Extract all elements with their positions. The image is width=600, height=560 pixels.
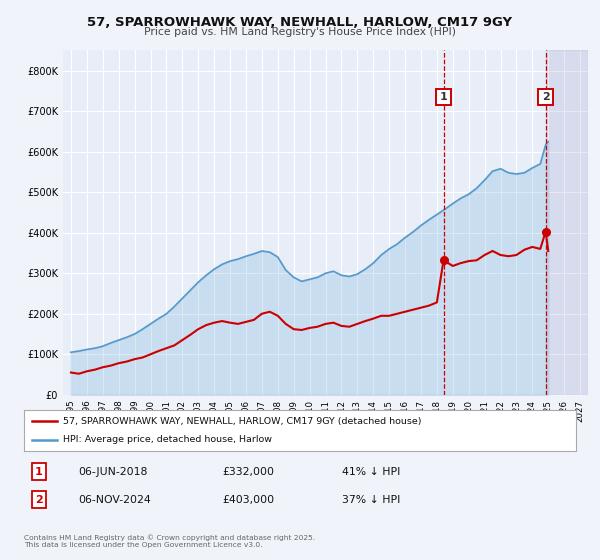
Text: 2: 2 bbox=[542, 92, 550, 102]
Text: HPI: Average price, detached house, Harlow: HPI: Average price, detached house, Harl… bbox=[62, 436, 272, 445]
Text: Contains HM Land Registry data © Crown copyright and database right 2025.
This d: Contains HM Land Registry data © Crown c… bbox=[24, 534, 315, 548]
Text: 41% ↓ HPI: 41% ↓ HPI bbox=[342, 466, 400, 477]
Text: Price paid vs. HM Land Registry's House Price Index (HPI): Price paid vs. HM Land Registry's House … bbox=[144, 27, 456, 37]
Text: £332,000: £332,000 bbox=[222, 466, 274, 477]
Text: 06-NOV-2024: 06-NOV-2024 bbox=[78, 494, 151, 505]
Bar bbox=[545, 50, 588, 395]
Text: 1: 1 bbox=[35, 466, 43, 477]
Text: 57, SPARROWHAWK WAY, NEWHALL, HARLOW, CM17 9GY: 57, SPARROWHAWK WAY, NEWHALL, HARLOW, CM… bbox=[88, 16, 512, 29]
Text: 57, SPARROWHAWK WAY, NEWHALL, HARLOW, CM17 9GY (detached house): 57, SPARROWHAWK WAY, NEWHALL, HARLOW, CM… bbox=[62, 417, 421, 426]
Text: 37% ↓ HPI: 37% ↓ HPI bbox=[342, 494, 400, 505]
Text: 06-JUN-2018: 06-JUN-2018 bbox=[78, 466, 148, 477]
Text: £403,000: £403,000 bbox=[222, 494, 274, 505]
Text: 2: 2 bbox=[35, 494, 43, 505]
Text: 1: 1 bbox=[440, 92, 448, 102]
